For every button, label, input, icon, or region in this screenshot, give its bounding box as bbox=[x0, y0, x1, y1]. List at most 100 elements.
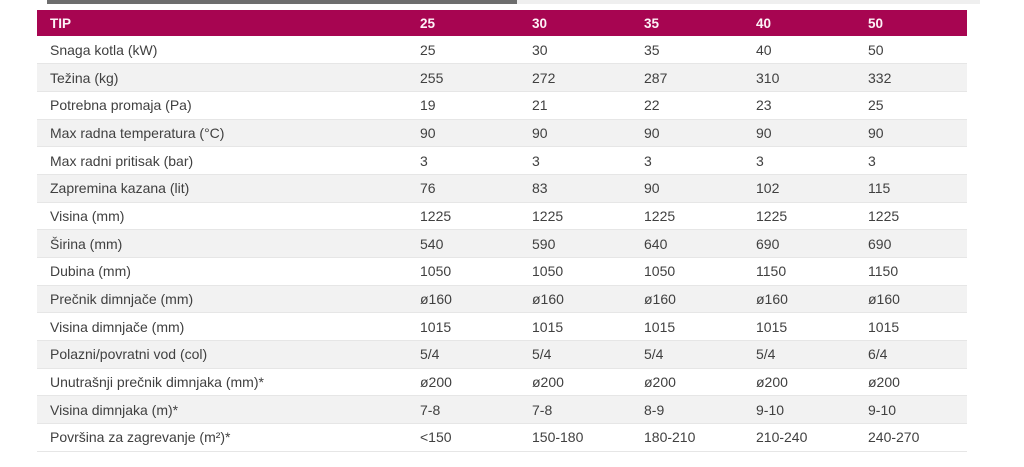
row-label: Dubina (mm) bbox=[37, 257, 407, 286]
horizontal-scrollbar-thumb[interactable] bbox=[47, 0, 517, 4]
row-value: 210-240 bbox=[743, 423, 855, 452]
row-value: 1050 bbox=[631, 257, 743, 286]
row-label: Visina dimnjače (mm) bbox=[37, 312, 407, 342]
row-value: 22 bbox=[631, 91, 743, 120]
row-value: 1225 bbox=[743, 202, 855, 231]
row-label: Zapremina kazana (lit) bbox=[37, 174, 407, 203]
table-row: Težina (kg) 255 272 287 310 332 bbox=[37, 63, 967, 92]
row-value: ø160 bbox=[855, 285, 967, 314]
table-header-row: TIP 25 30 35 40 50 bbox=[37, 10, 967, 36]
row-value: 310 bbox=[743, 63, 855, 92]
spec-table-container: TIP 25 30 35 40 50 Snaga kotla (kW) 25 30 35 40 50… bbox=[37, 10, 967, 452]
row-value: 50 bbox=[855, 36, 967, 65]
row-value: 1015 bbox=[407, 312, 519, 342]
row-value: 40 bbox=[743, 36, 855, 65]
row-label: Površina za zagrevanje (m²)* bbox=[37, 423, 407, 452]
row-value: 23 bbox=[743, 91, 855, 120]
row-value: 690 bbox=[855, 229, 967, 258]
row-label: Prečnik dimnjače (mm) bbox=[37, 285, 407, 314]
row-value: 90 bbox=[519, 119, 631, 148]
row-value: ø200 bbox=[407, 368, 519, 397]
row-value: 1225 bbox=[407, 202, 519, 231]
header-cell-type: 40 bbox=[743, 10, 855, 36]
row-value: 1150 bbox=[855, 257, 967, 286]
row-value: 690 bbox=[743, 229, 855, 258]
table-head: TIP 25 30 35 40 50 bbox=[37, 10, 967, 36]
table-row: Prečnik dimnjače (mm) ø160 ø160 ø160 ø160 ø16… bbox=[37, 285, 967, 314]
row-value: 3 bbox=[743, 146, 855, 175]
row-value: 9-10 bbox=[743, 395, 855, 425]
row-value: 90 bbox=[631, 174, 743, 203]
row-value: 287 bbox=[631, 63, 743, 92]
row-value: 1225 bbox=[519, 202, 631, 231]
row-value: 1015 bbox=[631, 312, 743, 342]
row-value: 1015 bbox=[855, 312, 967, 342]
row-value: 90 bbox=[407, 119, 519, 148]
row-value: 1225 bbox=[631, 202, 743, 231]
row-value: 30 bbox=[519, 36, 631, 65]
row-value: 19 bbox=[407, 91, 519, 120]
table-row: Unutrašnji prečnik dimnjaka (mm)* ø200 ø20… bbox=[37, 368, 967, 397]
table-row: Visina (mm) 1225 1225 1225 1225 1225 bbox=[37, 202, 967, 231]
row-value: 3 bbox=[519, 146, 631, 175]
table-row: Max radna temperatura (°C) 90 90 90 90 90 bbox=[37, 119, 967, 148]
row-value: 35 bbox=[631, 36, 743, 65]
row-value: 21 bbox=[519, 91, 631, 120]
row-value: 7-8 bbox=[407, 395, 519, 425]
table-row: Potrebna promaja (Pa) 19 21 22 23 25 bbox=[37, 91, 967, 120]
row-value: 332 bbox=[855, 63, 967, 92]
horizontal-scrollbar-track[interactable] bbox=[47, 0, 980, 4]
row-value: 115 bbox=[855, 174, 967, 203]
row-value: 240-270 bbox=[855, 423, 967, 452]
table-row: Zapremina kazana (lit) 76 83 90 102 115 bbox=[37, 174, 967, 203]
table-row: Snaga kotla (kW) 25 30 35 40 50 bbox=[37, 36, 967, 65]
row-label: Snaga kotla (kW) bbox=[37, 36, 407, 65]
header-cell-type: 35 bbox=[631, 10, 743, 36]
row-value: 3 bbox=[855, 146, 967, 175]
row-value: 90 bbox=[631, 119, 743, 148]
row-value: ø160 bbox=[631, 285, 743, 314]
row-value: 83 bbox=[519, 174, 631, 203]
row-value: 1225 bbox=[855, 202, 967, 231]
row-value: 1050 bbox=[519, 257, 631, 286]
row-value: 540 bbox=[407, 229, 519, 258]
header-cell-type: 25 bbox=[407, 10, 519, 36]
row-value: 8-9 bbox=[631, 395, 743, 425]
row-value: 1015 bbox=[743, 312, 855, 342]
row-value: 1050 bbox=[407, 257, 519, 286]
row-label: Težina (kg) bbox=[37, 63, 407, 92]
row-value: ø200 bbox=[519, 368, 631, 397]
row-label: Visina dimnjaka (m)* bbox=[37, 395, 407, 425]
row-value: 1150 bbox=[743, 257, 855, 286]
row-value: 5/4 bbox=[631, 340, 743, 369]
row-value: 640 bbox=[631, 229, 743, 258]
row-value: 90 bbox=[743, 119, 855, 148]
row-value: 255 bbox=[407, 63, 519, 92]
row-label: Polazni/povratni vod (col) bbox=[37, 340, 407, 369]
table-row: Dubina (mm) 1050 1050 1050 1150 1150 bbox=[37, 257, 967, 286]
row-value: 3 bbox=[631, 146, 743, 175]
table-body: Snaga kotla (kW) 25 30 35 40 50 Težina (kg) 255… bbox=[37, 36, 967, 452]
row-value: ø200 bbox=[631, 368, 743, 397]
row-value: 76 bbox=[407, 174, 519, 203]
table-row: Površina za zagrevanje (m²)* <150 150-180 1… bbox=[37, 423, 967, 452]
row-value: 7-8 bbox=[519, 395, 631, 425]
row-label: Max radna temperatura (°C) bbox=[37, 119, 407, 148]
table-row: Visina dimnjaka (m)* 7-8 7-8 8-9 9-10 9-10 bbox=[37, 395, 967, 425]
row-value: 150-180 bbox=[519, 423, 631, 452]
row-value: ø200 bbox=[855, 368, 967, 397]
row-value: ø200 bbox=[743, 368, 855, 397]
row-value: 3 bbox=[407, 146, 519, 175]
row-value: ø160 bbox=[407, 285, 519, 314]
boiler-spec-table: TIP 25 30 35 40 50 Snaga kotla (kW) 25 30 35 40 50… bbox=[37, 10, 967, 452]
row-label: Visina (mm) bbox=[37, 202, 407, 231]
table-row: Max radni pritisak (bar) 3 3 3 3 3 bbox=[37, 146, 967, 175]
row-label: Širina (mm) bbox=[37, 229, 407, 258]
row-label: Max radni pritisak (bar) bbox=[37, 146, 407, 175]
table-row: Visina dimnjače (mm) 1015 1015 1015 1015 1015 bbox=[37, 312, 967, 342]
row-value: 590 bbox=[519, 229, 631, 258]
row-value: 5/4 bbox=[407, 340, 519, 369]
header-cell-type: 50 bbox=[855, 10, 967, 36]
row-value: 1015 bbox=[519, 312, 631, 342]
